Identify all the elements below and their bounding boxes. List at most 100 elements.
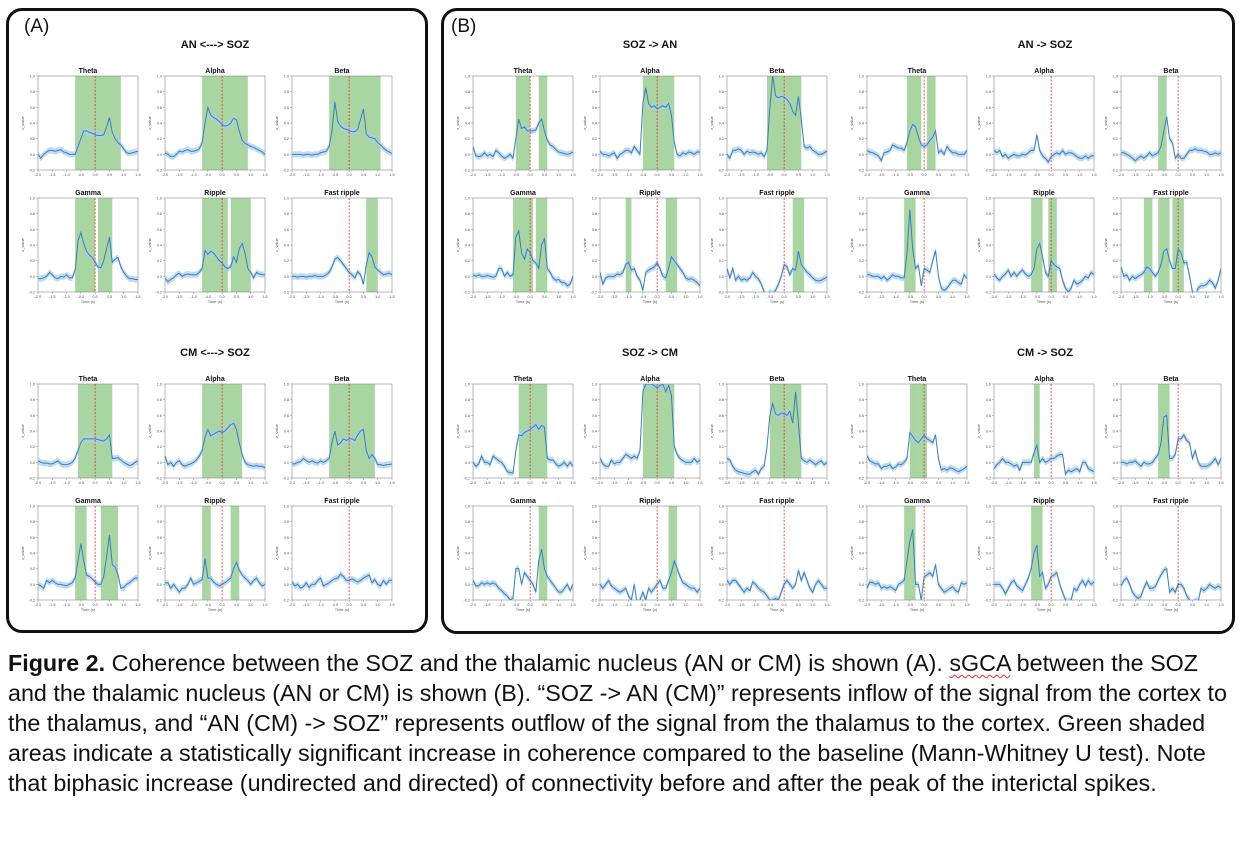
x-tick-label: 1.0 xyxy=(1077,173,1082,177)
subplot-svg: Fast ripple -0.2 0.0 0.2 0.4 0.6 0.8 1.0 -2.0 -1.… xyxy=(709,498,830,612)
subplot-title: Fast ripple xyxy=(759,498,795,505)
x-tick-label: 1.5 xyxy=(389,295,394,299)
subplot-svg: Beta -0.2 0.0 0.2 0.4 0.6 0.8 1.0 -2.0 -1.5 -1.0 -0… xyxy=(1103,68,1224,177)
significance-region xyxy=(1048,198,1057,292)
significance-region xyxy=(515,76,531,170)
mean-line xyxy=(994,544,1094,600)
y-tick-label: 0.4 xyxy=(986,244,991,248)
x-tick-label: 0.5 xyxy=(1190,481,1195,485)
x-tick-label: 1.0 xyxy=(248,295,253,299)
y-tick-label: 0.4 xyxy=(465,244,470,248)
x-tick-label: 0.5 xyxy=(107,481,112,485)
significance-region xyxy=(329,76,381,170)
x-tick-label: -1.0 xyxy=(498,173,505,177)
mean-line xyxy=(600,255,700,291)
subplot-gamma: Gamma -0.2 0.0 0.2 0.4 0.6 0.8 1.0 -2.0 -1.5 -1.0 -… xyxy=(449,494,576,612)
subplot-svg: Theta -0.2 0.0 0.2 0.4 0.6 0.8 1.0 -2.0 -1.5 -1.0 -… xyxy=(849,376,970,485)
x-tick-label: 0.5 xyxy=(796,173,801,177)
significance-region xyxy=(904,198,916,292)
y-axis-label: z_value xyxy=(976,115,981,130)
subplot-svg: Alpha -0.2 0.0 0.2 0.4 0.6 0.8 1.0 -2.0 -1.5 -1.0 -… xyxy=(976,68,1097,177)
x-tick-label: -0.5 xyxy=(1161,481,1168,485)
x-tick-label: -1.0 xyxy=(498,481,505,485)
subplot-title: Gamma xyxy=(75,190,101,197)
x-tick-label: -2.0 xyxy=(289,295,296,299)
x-tick-label: 0.5 xyxy=(234,481,239,485)
y-tick-label: 0.0 xyxy=(859,275,864,279)
y-tick-label: 0.0 xyxy=(592,275,597,279)
significance-region xyxy=(665,198,678,292)
y-tick-label: 0.2 xyxy=(1113,567,1118,571)
y-axis-label: z_value xyxy=(20,545,25,560)
y-tick-label: 0.8 xyxy=(465,398,470,402)
y-tick-label: 0.2 xyxy=(719,259,724,263)
y-tick-label: 0.4 xyxy=(465,552,470,556)
x-tick-label: 1.0 xyxy=(683,481,688,485)
subplot-svg: Fast ripple -0.2 0.0 0.2 0.4 0.6 0.8 1.0 -2.0 -1.… xyxy=(1103,190,1224,304)
y-tick-label: 0.8 xyxy=(859,398,864,402)
caption-text-part1: Coherence between the SOZ and the thalam… xyxy=(105,650,950,676)
x-tick-label: 1.0 xyxy=(121,603,126,607)
subplot-svg: Theta -0.2 0.0 0.2 0.4 0.6 0.8 1.0 -2.0 -1.5 -1.0 -… xyxy=(20,68,141,177)
x-tick-label: 0.0 xyxy=(220,295,225,299)
x-tick-label: 0.0 xyxy=(93,481,98,485)
x-tick-label: -1.5 xyxy=(1132,603,1139,607)
subplot-alpha: Alpha -0.2 0.0 0.2 0.4 0.6 0.8 1.0 -2.0 -1.5 -1.0 -… xyxy=(970,372,1097,490)
x-tick-label: 0.0 xyxy=(93,173,98,177)
y-axis-label: z_value xyxy=(709,545,714,560)
subplot-title: Beta xyxy=(1163,68,1178,75)
x-axis-label: Time (s) xyxy=(1037,299,1052,304)
y-tick-label: 0.4 xyxy=(157,552,162,556)
y-tick-label: 0.0 xyxy=(1113,583,1118,587)
subplot-beta: Beta -0.2 0.0 0.2 0.4 0.6 0.8 1.0 -2.0 -1.5 -1.0 -0… xyxy=(1097,64,1224,182)
mean-line xyxy=(38,117,138,160)
y-tick-label: 0.6 xyxy=(1113,536,1118,540)
axes-frame xyxy=(726,505,828,601)
x-tick-label: -1.5 xyxy=(484,173,491,177)
x-tick-label: -1.0 xyxy=(892,481,899,485)
subplot-theta: Theta -0.2 0.0 0.2 0.4 0.6 0.8 1.0 -2.0 -1.5 -1.0 -… xyxy=(843,64,970,182)
x-tick-label: -1.0 xyxy=(892,603,899,607)
y-tick-label: -0.2 xyxy=(717,477,724,481)
significance-region xyxy=(918,384,927,478)
x-tick-label: 1.0 xyxy=(683,295,688,299)
x-tick-label: -1.0 xyxy=(317,481,324,485)
mean-line xyxy=(165,558,265,594)
group-title-cm-soz-coherence: CM <---> SOZ xyxy=(180,347,250,359)
mean-line xyxy=(727,391,827,476)
subplot-title: Alpha xyxy=(640,376,660,383)
x-tick-label: 1.0 xyxy=(375,481,380,485)
x-tick-label: -1.0 xyxy=(625,173,632,177)
x-tick-label: 1.5 xyxy=(570,173,575,177)
x-tick-label: 0.0 xyxy=(655,481,660,485)
y-tick-label: 0.2 xyxy=(986,259,991,263)
subplot-title: Gamma xyxy=(510,190,536,197)
y-axis-label: z_value xyxy=(455,545,460,560)
subplot-svg: Gamma -0.2 0.0 0.2 0.4 0.6 0.8 1.0 -2.0 -1.5 -1.0 -… xyxy=(849,498,970,612)
x-tick-label: 0.5 xyxy=(234,295,239,299)
panel-b-label: (B) xyxy=(451,16,477,37)
x-tick-label: 0.5 xyxy=(669,295,674,299)
x-tick-label: 0.5 xyxy=(1063,603,1068,607)
subplot-theta: Theta -0.2 0.0 0.2 0.4 0.6 0.8 1.0 -2.0 -1.5 -1.0 -… xyxy=(843,372,970,490)
x-tick-label: 1.5 xyxy=(135,603,140,607)
y-tick-label: 0.6 xyxy=(30,414,35,418)
y-tick-label: 0.4 xyxy=(465,430,470,434)
x-tick-label: 0.0 xyxy=(782,481,787,485)
significance-region xyxy=(538,506,548,600)
x-tick-label: -0.5 xyxy=(640,603,647,607)
y-tick-label: -0.2 xyxy=(1111,477,1118,481)
confidence-band xyxy=(292,98,392,159)
subplot-gamma: Gamma -0.2 0.0 0.2 0.4 0.6 0.8 1.0 -2.0 -1.5 -1.0 -… xyxy=(14,186,141,304)
y-axis-label: z_value xyxy=(274,423,279,438)
y-tick-label: 0.8 xyxy=(465,520,470,524)
y-tick-label: 1.0 xyxy=(986,505,991,509)
y-tick-label: 0.2 xyxy=(719,567,724,571)
x-tick-label: 0.0 xyxy=(782,173,787,177)
x-tick-label: 1.5 xyxy=(262,173,267,177)
panel-b: (B) xyxy=(441,8,1235,634)
confidence-band xyxy=(994,542,1094,600)
x-tick-label: -1.5 xyxy=(303,603,310,607)
x-tick-label: 0.0 xyxy=(1049,295,1054,299)
x-tick-label: -2.0 xyxy=(597,173,604,177)
